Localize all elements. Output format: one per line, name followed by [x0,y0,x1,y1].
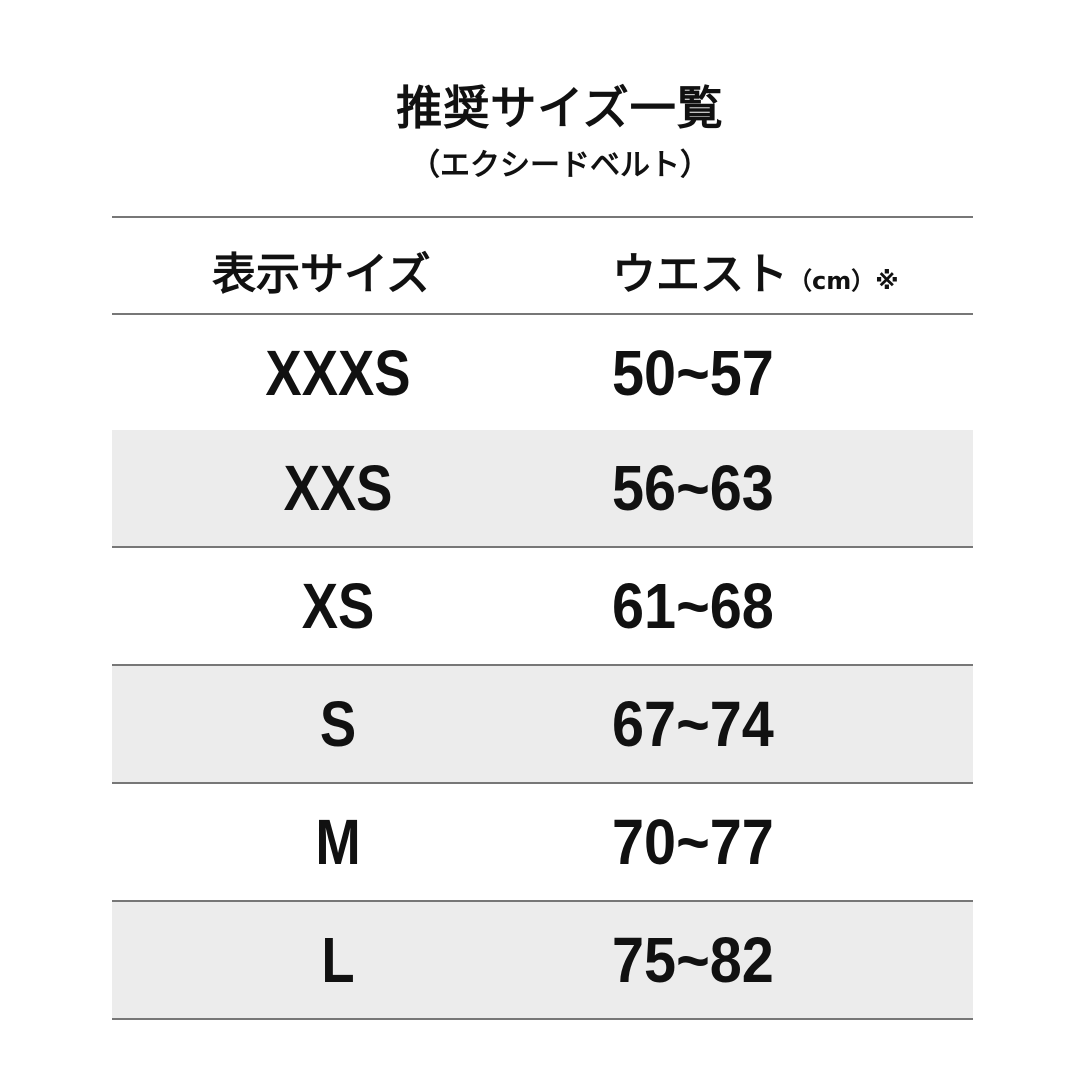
header-waist: ウエスト（cm）※ [612,238,899,302]
size-cell: XXXS [265,337,411,409]
waist-cell: 70~77 [612,806,774,878]
waist-cell: 50~57 [612,337,774,409]
header-waist-label: ウエスト [612,249,788,300]
table-header: 表示サイズ ウエスト（cm）※ [112,218,973,315]
size-cell: S [319,688,357,760]
table-row: L 75~82 [112,902,973,1020]
header-unit: （cm）※ [788,267,899,295]
table-row: XXS 56~63 [112,430,973,548]
page-title: 推奨サイズ一覧 [396,81,724,135]
size-cell: M [315,806,361,878]
size-table: 表示サイズ ウエスト（cm）※ XXXS 50~57 XXS 56~63 XS 61~… [112,216,973,1020]
table-row: M 70~77 [112,784,973,902]
waist-cell: 75~82 [612,924,774,996]
waist-cell: 56~63 [612,452,774,524]
header-size: 表示サイズ [212,249,431,300]
size-cell: L [321,924,355,996]
page-subtitle: （エクシードベルト） [410,148,710,183]
waist-cell: 61~68 [612,570,774,642]
table-row: S 67~74 [112,666,973,784]
waist-cell: 67~74 [612,688,774,760]
size-cell: XS [301,570,375,642]
size-cell: XXS [283,452,393,524]
table-row: XXXS 50~57 [112,315,973,430]
table-row: XS 61~68 [112,548,973,666]
